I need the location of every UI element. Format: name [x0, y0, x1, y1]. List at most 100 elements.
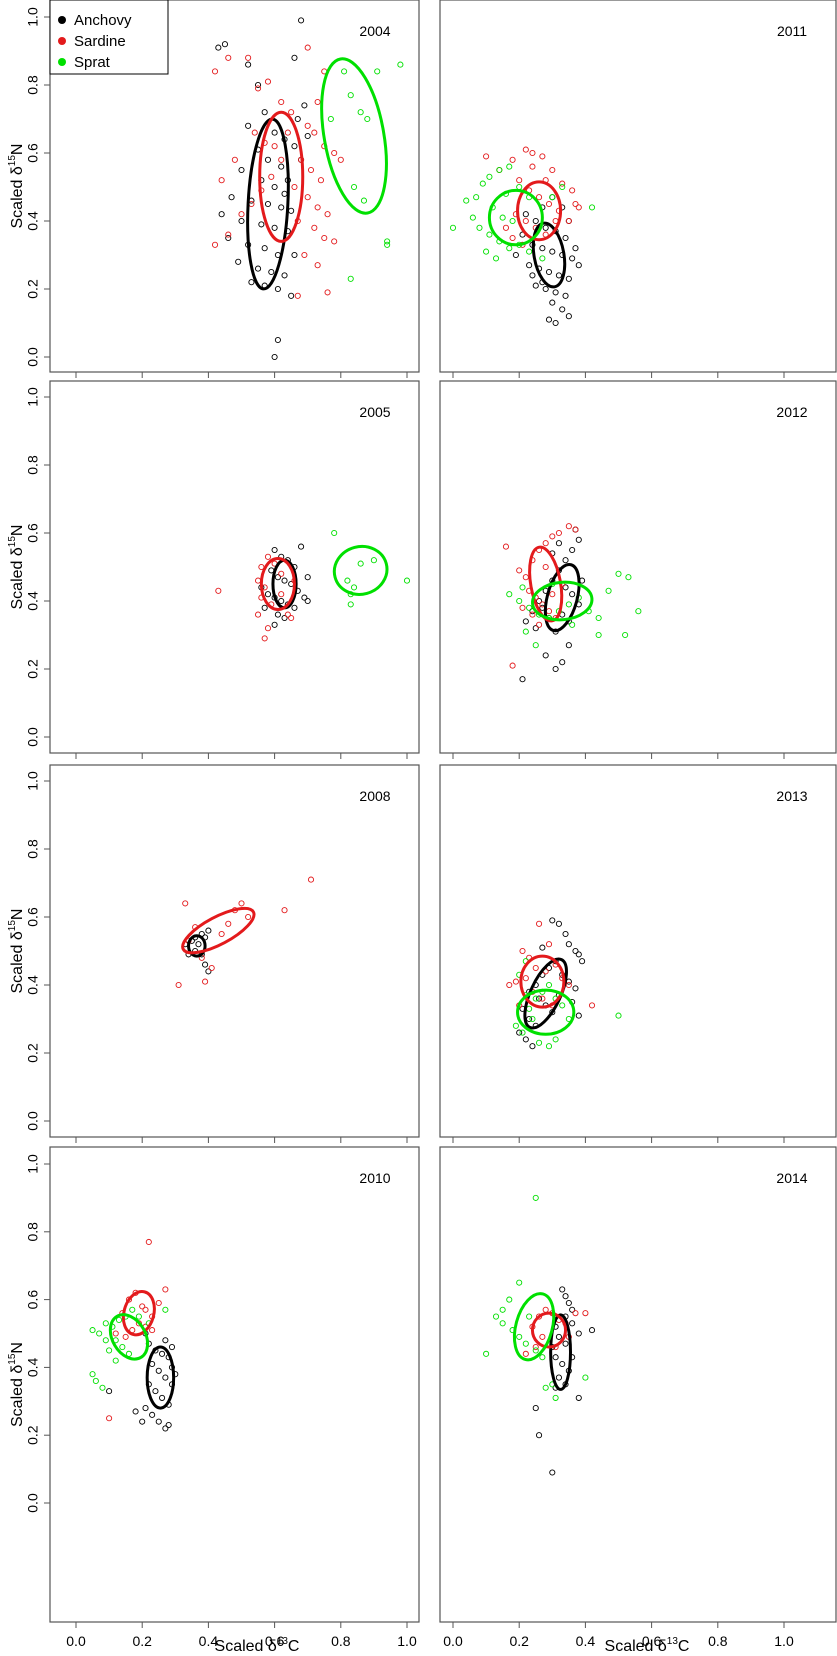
x-tick-label: 0.0	[66, 1633, 86, 1649]
y-tick-label: 0.4	[25, 975, 41, 995]
data-point	[155, 1367, 162, 1374]
data-point	[152, 1388, 159, 1395]
data-point	[162, 1337, 169, 1344]
data-point	[532, 995, 539, 1002]
data-point	[254, 85, 262, 92]
data-point	[347, 275, 354, 282]
series-sprat	[331, 529, 411, 608]
ellipse-sprat	[320, 57, 388, 215]
ellipse-sprat	[531, 580, 594, 622]
y-tick-label: 0.8	[25, 75, 41, 95]
ellipse-sardine	[121, 1290, 156, 1337]
series-sardine	[506, 920, 596, 1009]
data-point	[331, 149, 338, 157]
legend-label-sprat: Sprat	[74, 54, 111, 71]
data-point	[526, 248, 533, 255]
y-tick-label: 0.6	[25, 143, 41, 163]
data-point	[588, 1327, 596, 1334]
data-point	[529, 272, 536, 279]
data-point	[572, 985, 579, 992]
data-point	[519, 584, 526, 591]
panel-title: 2011	[777, 23, 807, 39]
data-point	[149, 1327, 156, 1334]
x-tick-label: 0.2	[509, 1633, 529, 1649]
data-point	[202, 978, 209, 985]
data-point	[569, 621, 576, 628]
y-tick-label: 0.2	[25, 279, 41, 299]
data-point	[245, 61, 252, 68]
data-point	[615, 570, 622, 577]
data-point	[89, 1327, 96, 1334]
x-tick-label: 1.0	[397, 1633, 417, 1649]
data-point	[516, 1279, 523, 1286]
data-point	[506, 1296, 513, 1303]
data-point	[622, 631, 629, 639]
y-axis-title: Scaled δ15N	[7, 144, 26, 229]
data-point	[506, 163, 513, 170]
data-point	[536, 920, 543, 927]
data-point	[549, 533, 556, 540]
ellipse-sprat	[516, 988, 576, 1036]
data-point	[519, 604, 526, 611]
data-point	[264, 200, 272, 208]
data-point	[135, 1313, 142, 1320]
data-point	[569, 591, 576, 598]
data-point	[522, 146, 529, 153]
data-point	[492, 1313, 500, 1320]
panel-2010: 0.0 0.2 0.4 0.6 0.8 1.0 Scaled δ15N 0.0 0.2 0.4 0.…	[7, 1146, 420, 1649]
data-point	[364, 115, 371, 123]
data-point	[569, 187, 576, 194]
data-point	[218, 177, 225, 184]
data-point	[384, 241, 391, 248]
data-point	[516, 597, 523, 605]
data-point	[238, 211, 245, 218]
data-point	[483, 1350, 490, 1357]
data-point	[539, 245, 546, 252]
data-point	[559, 306, 566, 313]
panel-2005: 0.0 0.2 0.4 0.6 0.8 1.0 Scaled δ15N 2005	[7, 380, 420, 759]
data-point	[175, 981, 182, 989]
data-point	[304, 597, 311, 605]
data-point	[545, 200, 553, 208]
data-point	[347, 92, 354, 99]
data-point	[102, 1337, 109, 1344]
data-point	[112, 1357, 119, 1364]
data-point	[139, 1303, 146, 1310]
data-point	[536, 995, 543, 1002]
data-point	[559, 180, 566, 187]
data-point	[522, 1350, 529, 1357]
data-point	[258, 221, 265, 228]
data-point	[264, 78, 272, 85]
data-point	[284, 611, 291, 618]
data-point	[291, 183, 298, 191]
data-point	[529, 611, 536, 618]
data-point	[565, 981, 572, 989]
panel-title: 2013	[776, 788, 807, 804]
data-point	[132, 1408, 139, 1415]
data-point	[324, 211, 331, 218]
data-point	[575, 1012, 582, 1019]
data-point	[552, 1036, 559, 1043]
data-point	[575, 1330, 582, 1337]
data-point	[539, 255, 546, 262]
y-tick-label: 0.8	[25, 839, 41, 859]
data-point	[288, 292, 295, 299]
data-point	[347, 601, 354, 608]
data-point	[159, 1350, 166, 1357]
data-point	[575, 204, 582, 211]
x-tick-label: 0.4	[199, 1633, 219, 1649]
data-point	[245, 54, 252, 61]
x-axis-title-left: Scaled δ13C	[215, 1636, 300, 1655]
data-point	[102, 1320, 109, 1327]
series-anchovy	[512, 194, 582, 327]
data-point	[331, 529, 338, 537]
data-point	[298, 543, 305, 550]
data-point	[572, 200, 579, 208]
data-point	[509, 217, 516, 225]
data-point	[254, 81, 262, 89]
data-point	[159, 1394, 166, 1401]
data-point	[539, 944, 546, 951]
data-point	[301, 594, 308, 601]
data-point	[562, 557, 569, 564]
